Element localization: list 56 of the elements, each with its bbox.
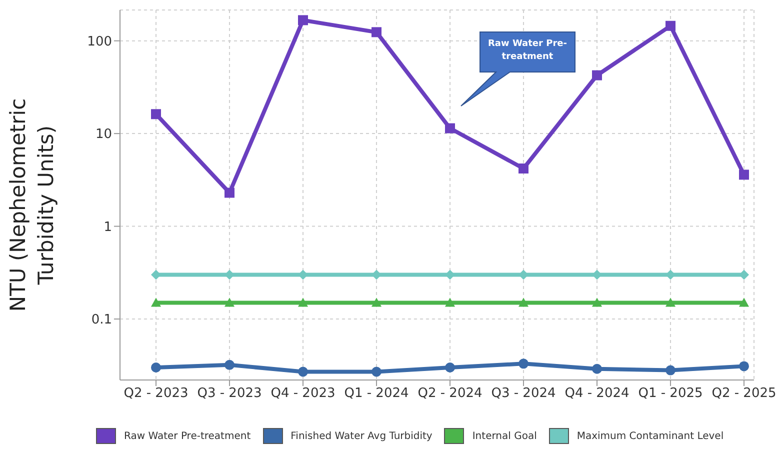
x-tick-label: Q2 - 2024 [418, 386, 482, 402]
point [372, 298, 382, 307]
point [518, 163, 528, 174]
point [224, 188, 234, 198]
y-tick-label: 0.1 [91, 312, 112, 328]
x-tick-label: Q3 - 2023 [197, 386, 262, 402]
x-tick-label: Q4 - 2023 [270, 386, 336, 402]
point [445, 298, 455, 307]
y-tick-label: 100 [87, 34, 112, 50]
point [151, 109, 161, 120]
point [445, 362, 455, 373]
point [666, 298, 676, 307]
legend-label: Maximum Contaminant Level [576, 430, 724, 442]
point [298, 270, 308, 280]
annotation: Raw Water Pre- treatment [487, 38, 568, 64]
point [739, 361, 749, 372]
legend-label: Internal Goal [472, 430, 537, 442]
point [739, 298, 749, 307]
point [224, 270, 234, 280]
point [666, 20, 676, 31]
point [372, 27, 382, 38]
point [739, 270, 749, 280]
point [666, 270, 676, 280]
point [298, 298, 308, 307]
x-tick-label: Q1 - 2025 [638, 386, 703, 402]
point [592, 270, 602, 280]
x-tick-label: Q4 - 2024 [564, 386, 630, 402]
point [739, 170, 749, 180]
legend-label: Raw Water Pre-treatment [124, 430, 251, 442]
point [298, 15, 308, 26]
x-tick-label: Q1 - 2024 [344, 386, 409, 402]
point [445, 270, 455, 280]
point [592, 364, 602, 374]
point [151, 270, 161, 280]
point [372, 366, 382, 377]
callout-box: Raw Water Pre- treatment [460, 31, 576, 107]
point [151, 298, 161, 307]
point [518, 358, 528, 369]
point [518, 298, 528, 307]
point [372, 270, 382, 280]
point [224, 298, 234, 307]
x-tick-label: Q2 - 2025 [712, 386, 776, 402]
legend-label: Finished Water Avg Turbidity [290, 430, 432, 442]
point [224, 360, 234, 370]
point [592, 70, 602, 80]
point [151, 362, 161, 373]
point [666, 365, 676, 376]
point [518, 270, 528, 280]
y-tick-label: 1 [104, 220, 112, 235]
y-axis-title: NTU (Nephelometric Turbidity Units) [5, 97, 59, 314]
x-tick-label: Q2 - 2023 [124, 386, 188, 402]
point [592, 298, 602, 307]
point [445, 123, 455, 134]
x-tick-label: Q3 - 2024 [491, 386, 556, 402]
y-tick-label: 10 [95, 127, 112, 142]
point [298, 366, 308, 377]
